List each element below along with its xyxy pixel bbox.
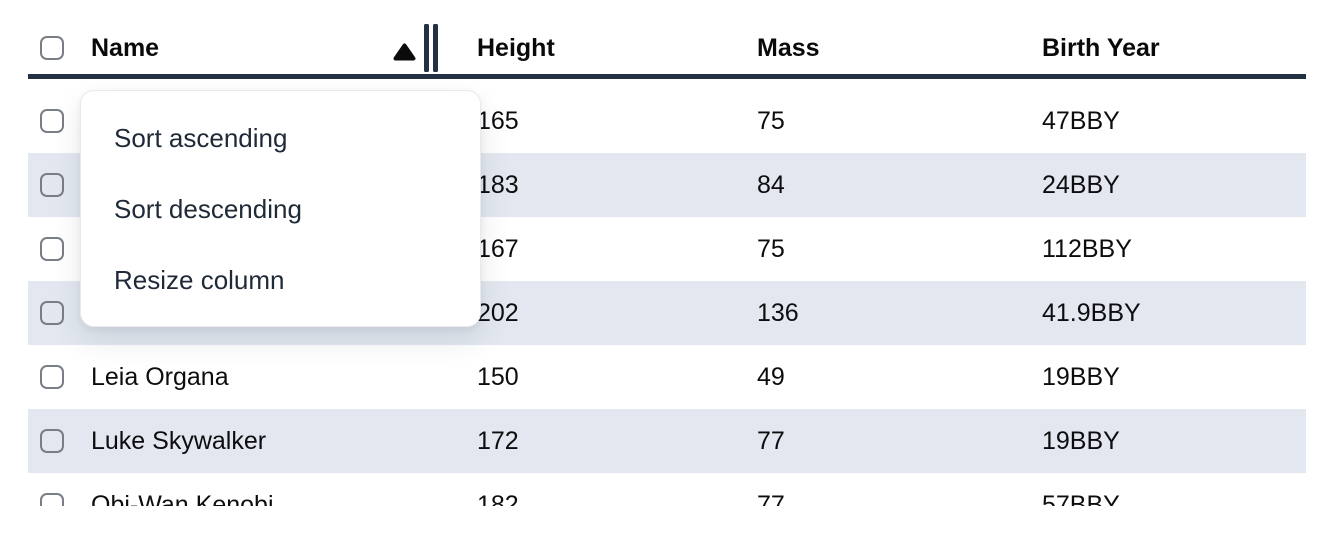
sort-ascending-icon — [393, 43, 416, 60]
mass-cell: 136 — [757, 298, 799, 327]
table-row[interactable]: Luke Skywalker 172 77 19BBY — [28, 409, 1306, 473]
height-cell: 202 — [477, 298, 519, 327]
row-checkbox-cell — [28, 409, 76, 473]
row-checkbox-cell — [28, 345, 76, 409]
table-row[interactable]: Obi-Wan Kenobi 182 77 57BBY — [28, 473, 1306, 506]
column-header-birth-year-label: Birth Year — [1042, 33, 1160, 62]
table-row[interactable]: 167 75 112BBY — [28, 217, 1306, 281]
row-checkbox[interactable] — [40, 365, 64, 389]
table-header-row: Name Height Mass Birth Year — [28, 0, 1306, 79]
height-cell: 167 — [477, 234, 519, 263]
mass-cell: 77 — [757, 426, 785, 455]
row-checkbox[interactable] — [40, 237, 64, 261]
menu-item-sort-ascending[interactable]: Sort ascending — [114, 123, 288, 153]
mass-cell: 75 — [757, 106, 785, 135]
name-cell: Leia Organa — [91, 362, 229, 391]
mass-cell: 75 — [757, 234, 785, 263]
column-header-name-label: Name — [91, 33, 160, 62]
row-checkbox-cell — [28, 153, 76, 217]
table-row[interactable]: Leia Organa 150 49 19BBY — [28, 345, 1306, 409]
column-header-height-label: Height — [477, 33, 555, 62]
column-context-menu: Sort ascending Sort descending Resize co… — [80, 90, 481, 327]
mass-cell: 49 — [757, 362, 785, 391]
birth-year-cell: 19BBY — [1042, 426, 1120, 455]
resize-bar-icon — [433, 24, 438, 72]
menu-item-sort-descending[interactable]: Sort descending — [114, 194, 302, 224]
row-checkbox[interactable] — [40, 493, 64, 506]
row-checkbox[interactable] — [40, 109, 64, 133]
column-header-mass-label: Mass — [757, 33, 820, 62]
birth-year-cell: 57BBY — [1042, 490, 1120, 507]
row-checkbox-cell — [28, 89, 76, 153]
height-cell: 150 — [477, 362, 519, 391]
row-checkbox-cell — [28, 217, 76, 281]
row-checkbox-cell — [28, 281, 76, 345]
row-checkbox[interactable] — [40, 429, 64, 453]
height-cell: 165 — [477, 106, 519, 135]
height-cell: 172 — [477, 426, 519, 455]
birth-year-cell: 19BBY — [1042, 362, 1120, 391]
mass-cell: 77 — [757, 490, 785, 507]
header-checkbox-cell — [28, 0, 76, 74]
column-resize-handle[interactable] — [424, 24, 438, 72]
height-cell: 183 — [477, 170, 519, 199]
menu-item-resize-column[interactable]: Resize column — [114, 265, 285, 295]
name-cell: Obi-Wan Kenobi — [91, 490, 274, 507]
row-checkbox[interactable] — [40, 301, 64, 325]
mass-cell: 84 — [757, 170, 785, 199]
height-cell: 182 — [477, 490, 519, 507]
birth-year-cell: 47BBY — [1042, 106, 1120, 135]
birth-year-cell: 112BBY — [1042, 234, 1132, 263]
select-all-checkbox[interactable] — [40, 36, 64, 60]
table-row[interactable]: 165 75 47BBY — [28, 89, 1306, 153]
column-header-mass[interactable]: Mass — [742, 0, 1027, 74]
name-cell: Luke Skywalker — [91, 426, 267, 455]
resize-bar-icon — [424, 24, 429, 72]
row-checkbox-cell — [28, 473, 76, 506]
row-checkbox[interactable] — [40, 173, 64, 197]
birth-year-cell: 24BBY — [1042, 170, 1120, 199]
birth-year-cell: 41.9BBY — [1042, 298, 1141, 327]
column-header-name[interactable]: Name — [76, 0, 462, 74]
column-header-height[interactable]: Height — [462, 0, 742, 74]
column-header-birth-year[interactable]: Birth Year — [1027, 0, 1306, 74]
